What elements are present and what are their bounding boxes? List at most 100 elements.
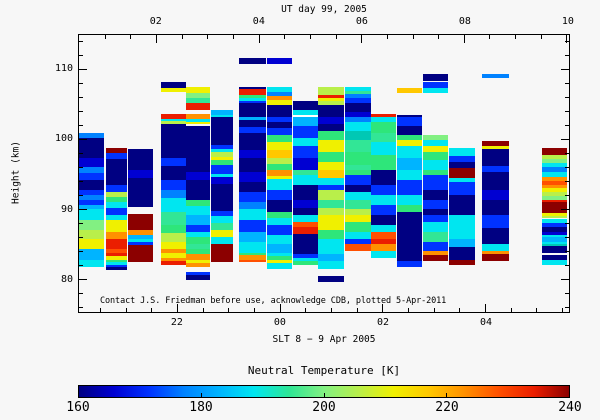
left-axis-tick [79,139,87,141]
heatmap-cell [344,152,371,165]
heatmap-cell [211,164,234,174]
heatmap-cell [267,164,292,171]
heatmap-cell [79,239,105,250]
heatmap-cell [105,152,127,160]
heatmap-cell [160,120,186,125]
heatmap-cell [370,224,396,232]
top-axis-tick [181,35,183,39]
heatmap-cell [292,199,319,209]
right-axis-tick [565,97,569,99]
top-axis-tick [386,35,388,39]
heatmap-cell [211,173,234,178]
heatmap-cell [185,113,211,119]
top-tick-label: 08 [458,16,471,27]
heatmap-cell [370,244,396,252]
heatmap-cell [238,150,267,159]
heatmap-cell [318,140,344,153]
left-axis-tick [79,264,83,266]
heatmap-cell [542,177,567,181]
heatmap-cell [396,204,422,212]
heatmap-cell [105,231,127,240]
heatmap-cell [105,148,127,153]
right-axis-tick [561,208,569,210]
heatmap-cell [267,104,292,118]
heatmap-cell [449,148,475,157]
heatmap-cell [542,180,567,185]
colorbar-tick-label: 180 [189,400,213,415]
heatmap-cell [105,185,127,192]
bottom-axis-tick [484,304,486,312]
heatmap-cell [79,219,105,230]
y-tick-label: 100 [54,133,73,145]
heatmap-cell [344,170,371,176]
heatmap-cell [542,163,567,167]
heatmap-cell [292,158,319,171]
right-axis-tick [561,139,569,141]
top-axis-tick [232,35,234,39]
heatmap-cell [211,117,234,145]
heatmap-cell [79,173,105,181]
heatmap-cell [79,180,105,190]
left-axis-tick [79,208,87,210]
heatmap-cell [267,117,292,123]
heatmap-cell [292,138,319,146]
heatmap-cell [422,140,449,146]
heatmap-cell [185,243,211,250]
top-axis-tick [155,35,157,43]
heatmap-cell [127,170,153,179]
bottom-axis-tick [125,308,127,312]
heatmap-cell [292,185,319,200]
heatmap-cell [396,158,422,171]
left-axis-tick [79,292,83,294]
heatmap-cell [482,189,510,200]
y-tick-label: 110 [54,63,73,75]
colorbar-tick-label: 220 [435,400,459,415]
heatmap-cell [449,215,475,240]
heatmap-cell [160,224,186,234]
heatmap-cell [422,175,449,190]
top-tick-label: 06 [355,16,368,27]
heatmap-cell [422,241,449,252]
top-axis-tick [540,35,542,39]
heatmap-cell [344,215,371,222]
bottom-tick-label: 04 [479,317,493,328]
heatmap-cell [542,255,567,260]
right-axis-tick [565,264,569,266]
right-axis-tick [565,250,569,252]
heatmap-cell [542,241,567,245]
heatmap-cell [344,98,371,104]
heatmap-cell [542,222,567,227]
top-axis-tick [207,35,209,39]
heatmap-cell [185,171,211,181]
heatmap-cell [238,219,267,232]
heatmap-cell [370,239,396,245]
colorbar-tick [446,393,447,397]
heatmap-cell [344,185,371,192]
heatmap-cell [105,260,127,263]
heatmap-cell [542,246,567,253]
heatmap-cell [344,199,371,210]
heatmap-cell [292,170,319,176]
heatmap-cell [267,128,292,136]
heatmap-cell [79,249,105,260]
top-axis-tick [566,35,568,43]
heatmap-cell [344,121,371,131]
heatmap-cell [542,187,567,192]
heatmap-cell [370,117,396,122]
left-axis-tick [79,167,83,169]
heatmap-cell [238,120,267,128]
heatmap-cell [482,199,510,215]
heatmap-cell [344,86,371,91]
top-axis-tick [335,35,337,39]
heatmap-cell [542,244,567,247]
heatmap-cell [422,74,449,82]
heatmap-cell [185,254,211,260]
colorbar-tick-label: 200 [312,400,336,415]
top-axis-tick [361,35,363,43]
heatmap-cell [238,127,267,133]
heatmap-cell [344,175,371,185]
heatmap-cell [292,115,319,118]
heatmap-cell [211,144,234,150]
heatmap-cell [185,121,211,125]
heatmap-cell [185,205,211,215]
